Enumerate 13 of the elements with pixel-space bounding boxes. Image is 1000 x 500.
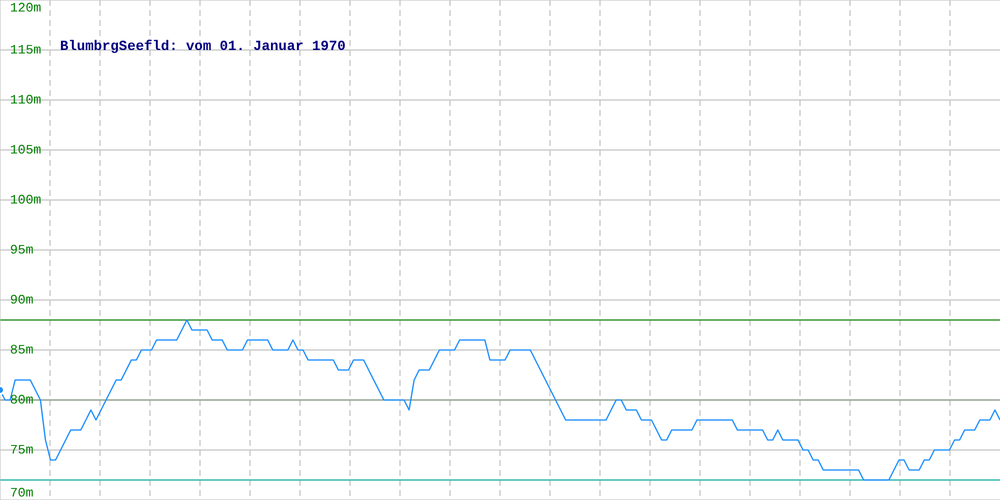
y-tick-label: 115m	[10, 42, 42, 58]
line-series	[0, 319, 1000, 481]
y-tick-label: 75m	[10, 442, 34, 458]
y-tick-label: 100m	[10, 192, 42, 208]
y-tick-label: 95m	[10, 242, 34, 258]
y-tick-label: 90m	[10, 292, 34, 308]
y-tick-label: 120m	[10, 0, 42, 16]
text: BlumbrgSeefld: vom 01. Januar 1970	[60, 39, 346, 55]
y-tick-label: 110m	[10, 92, 42, 108]
y-tick-label: 80m	[10, 392, 34, 408]
y-tick-label: 105m	[10, 142, 42, 158]
y-tick-label: 70m	[10, 485, 34, 500]
y-tick-label: 85m	[10, 342, 34, 358]
